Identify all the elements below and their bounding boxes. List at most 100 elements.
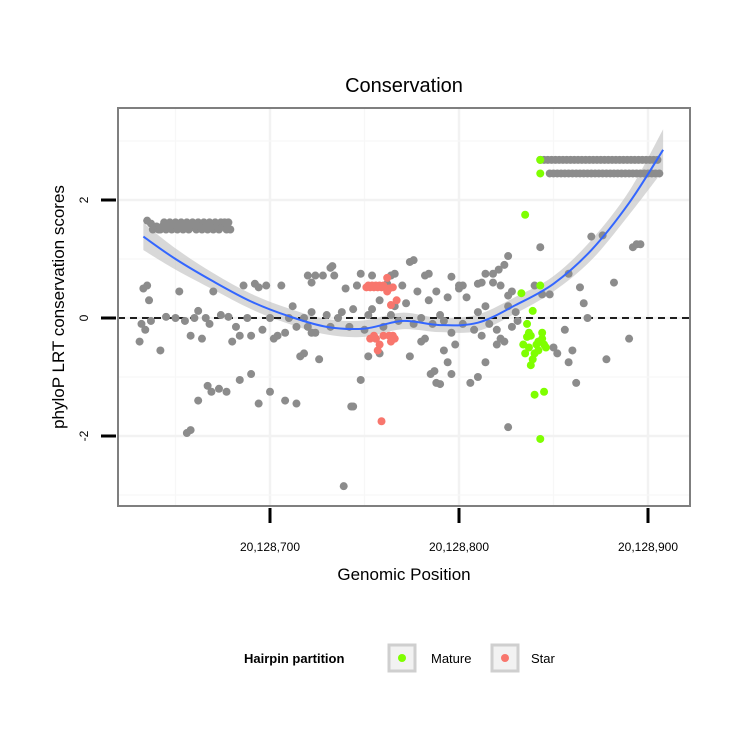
- point-other: [307, 328, 316, 337]
- point-other: [156, 346, 165, 355]
- point-other: [334, 314, 343, 322]
- point-other: [239, 281, 248, 290]
- point-other: [447, 328, 456, 337]
- point-mature: [521, 210, 530, 219]
- point-other: [281, 328, 290, 337]
- point-other: [197, 334, 206, 343]
- point-other: [341, 284, 350, 293]
- point-other: [409, 256, 418, 265]
- legend-label-mature: Mature: [431, 651, 471, 666]
- point-other: [496, 281, 505, 290]
- point-mature: [534, 346, 543, 355]
- point-other: [560, 325, 569, 334]
- point-mature: [538, 334, 547, 343]
- point-other: [273, 331, 282, 340]
- point-other: [492, 340, 501, 349]
- point-other: [572, 378, 581, 387]
- point-star: [377, 417, 386, 426]
- point-other: [625, 334, 634, 343]
- point-star: [386, 301, 395, 310]
- point-other: [462, 293, 471, 302]
- point-other: [277, 281, 286, 290]
- point-other: [481, 358, 490, 367]
- point-other: [247, 331, 256, 340]
- point-other: [231, 322, 240, 331]
- point-other: [655, 169, 664, 178]
- point-other: [430, 367, 439, 376]
- point-mature: [523, 319, 532, 328]
- point-other: [436, 311, 445, 320]
- point-mature: [521, 349, 530, 358]
- point-other: [235, 375, 244, 384]
- y-tick-label: 0: [77, 314, 91, 321]
- point-other: [266, 314, 274, 322]
- point-star: [369, 331, 378, 340]
- point-other: [162, 312, 171, 321]
- point-star: [386, 337, 395, 346]
- point-other: [247, 370, 256, 379]
- point-other: [328, 262, 337, 271]
- point-other: [545, 290, 554, 299]
- point-other: [307, 278, 316, 287]
- point-mature: [519, 340, 528, 349]
- point-other: [424, 296, 433, 305]
- point-other: [171, 314, 180, 322]
- x-axis-title: Genomic Position: [337, 565, 470, 584]
- point-other: [496, 334, 505, 343]
- point-other: [145, 296, 154, 305]
- point-other: [194, 306, 203, 315]
- point-other: [214, 384, 223, 393]
- point-mature: [540, 387, 549, 396]
- point-other: [143, 281, 152, 290]
- x-tick-label: 20,128,700: [240, 540, 300, 554]
- legend: Hairpin partition Mature Star: [244, 643, 556, 673]
- point-mature: [541, 343, 550, 352]
- point-other: [322, 311, 331, 320]
- chart-title: Conservation: [345, 75, 463, 97]
- point-other: [583, 314, 592, 322]
- point-other: [530, 281, 539, 290]
- points-layer: [135, 155, 664, 491]
- point-mature: [530, 390, 539, 399]
- x-tick-label: 20,128,800: [429, 540, 489, 554]
- point-other: [473, 308, 482, 317]
- point-other: [235, 331, 244, 340]
- point-other: [439, 346, 448, 355]
- point-other: [258, 325, 267, 334]
- point-other: [439, 316, 448, 325]
- point-other: [504, 252, 513, 261]
- point-other: [447, 370, 456, 379]
- point-other: [575, 283, 584, 292]
- point-other: [485, 319, 494, 328]
- point-other: [303, 322, 312, 331]
- point-other: [146, 316, 155, 325]
- point-other: [405, 352, 414, 361]
- point-other: [228, 337, 237, 346]
- point-other: [226, 225, 235, 234]
- point-other: [205, 319, 214, 328]
- point-other: [292, 322, 301, 331]
- x-tick-label: 20,128,900: [618, 540, 678, 554]
- point-other: [458, 281, 467, 290]
- point-other: [300, 349, 309, 358]
- point-other: [609, 278, 618, 287]
- point-other: [194, 396, 203, 405]
- point-mature: [517, 289, 526, 298]
- point-other: [417, 337, 426, 346]
- y-axis-title: phyloP LRT conservation scores: [49, 185, 68, 429]
- point-other: [224, 312, 233, 321]
- point-other: [180, 316, 189, 325]
- point-other: [636, 240, 645, 249]
- point-other: [186, 426, 195, 435]
- point-other: [262, 281, 271, 290]
- plot-panel: [118, 108, 690, 506]
- point-other: [368, 271, 377, 280]
- point-other: [364, 311, 373, 320]
- point-other: [307, 308, 316, 317]
- point-other: [489, 269, 498, 278]
- point-other: [417, 314, 426, 322]
- point-other: [141, 325, 150, 334]
- point-other: [292, 399, 301, 408]
- point-other: [318, 271, 327, 280]
